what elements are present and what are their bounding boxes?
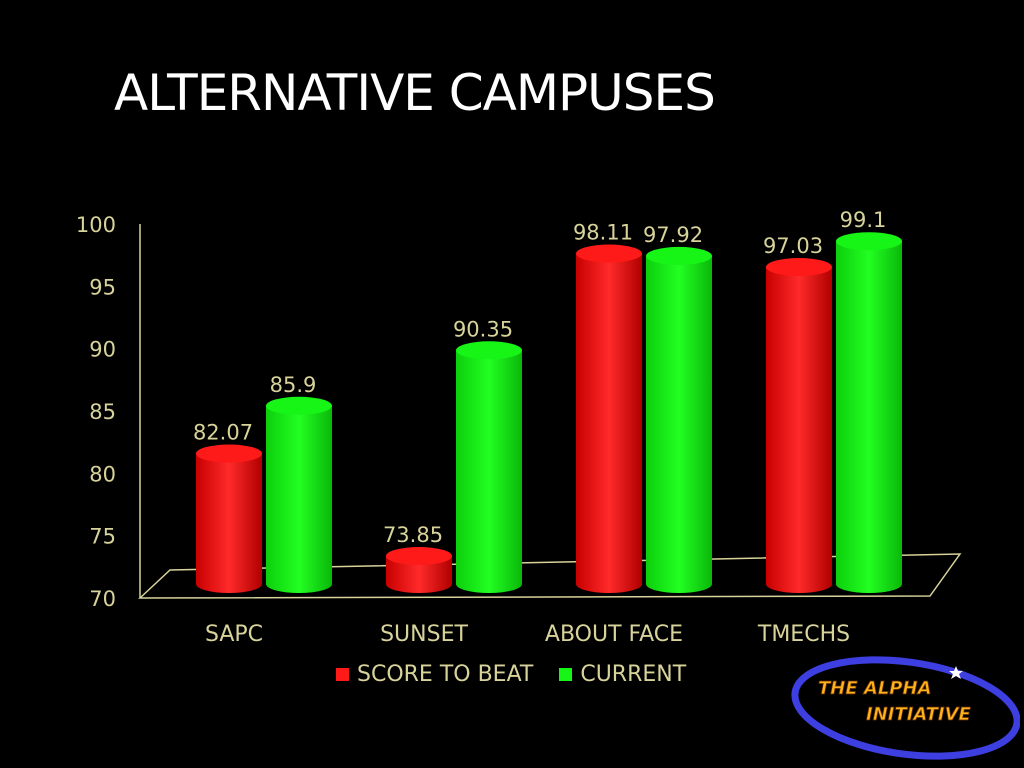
x-category-label: SUNSET bbox=[380, 622, 468, 647]
x-category-label: TMECHS bbox=[757, 622, 850, 647]
legend-label-current: CURRENT bbox=[580, 662, 687, 687]
chart-labels: 70 75 80 85 90 95 100 82.07 85.9 SAPC 73.85 90.35 SU… bbox=[76, 208, 886, 647]
data-label-current: 85.9 bbox=[270, 373, 317, 397]
chart-legend: SCORE TO BEAT CURRENT bbox=[336, 662, 712, 687]
bar-score-to-beat bbox=[766, 258, 832, 593]
bar-score-to-beat bbox=[576, 244, 642, 593]
bar-top bbox=[576, 244, 642, 263]
data-label-score-to-beat: 97.03 bbox=[763, 234, 823, 258]
data-label-current: 97.92 bbox=[643, 223, 703, 247]
legend-item-score-to-beat: SCORE TO BEAT bbox=[336, 662, 533, 687]
data-label-score-to-beat: 98.11 bbox=[573, 221, 633, 245]
bar-current bbox=[456, 341, 522, 593]
bar-body bbox=[576, 253, 642, 593]
bar-score-to-beat bbox=[196, 444, 262, 593]
logo-text-line2: INITIATIVE bbox=[866, 704, 972, 725]
logo-ring bbox=[791, 656, 1020, 760]
bar-top bbox=[196, 444, 262, 463]
alpha-initiative-logo: THE ALPHA INITIATIVE bbox=[791, 656, 1020, 760]
bar-body bbox=[456, 350, 522, 593]
bar-current bbox=[266, 396, 332, 593]
y-tick-label: 95 bbox=[89, 275, 116, 299]
legend-swatch-score-to-beat bbox=[336, 668, 349, 681]
bar-body bbox=[266, 405, 332, 593]
bar-top bbox=[836, 232, 902, 251]
y-tick-label: 100 bbox=[76, 213, 116, 237]
bar-top bbox=[766, 258, 832, 277]
legend-swatch-current bbox=[559, 668, 573, 681]
y-tick-label: 90 bbox=[89, 338, 116, 362]
y-tick-label: 75 bbox=[89, 525, 116, 549]
data-label-current: 99.1 bbox=[840, 208, 887, 232]
data-label-score-to-beat: 73.85 bbox=[383, 523, 443, 547]
logo-text-line1: THE ALPHA bbox=[818, 678, 932, 699]
legend-item-current: CURRENT bbox=[559, 662, 686, 687]
bar-body bbox=[836, 241, 902, 593]
bar-body bbox=[766, 267, 832, 593]
chart-bars bbox=[196, 232, 902, 593]
bar-score-to-beat bbox=[386, 547, 452, 593]
chart-axes bbox=[138, 224, 962, 599]
x-category-label: ABOUT FACE bbox=[545, 622, 683, 647]
y-tick-label: 80 bbox=[89, 462, 116, 486]
bar-body bbox=[386, 556, 452, 593]
bar-top bbox=[266, 396, 332, 415]
bar-top bbox=[456, 341, 522, 360]
legend-label-score-to-beat: SCORE TO BEAT bbox=[357, 662, 534, 687]
bar-current bbox=[646, 246, 712, 593]
data-label-current: 90.35 bbox=[453, 317, 513, 341]
data-label-score-to-beat: 82.07 bbox=[193, 421, 253, 445]
bar-current bbox=[836, 232, 902, 593]
y-tick-label: 85 bbox=[89, 400, 116, 424]
bar-top bbox=[386, 547, 452, 566]
floor-outline bbox=[138, 553, 962, 599]
bar-top bbox=[646, 246, 712, 265]
star-icon bbox=[949, 666, 963, 679]
x-category-label: SAPC bbox=[205, 622, 263, 647]
bar-body bbox=[196, 453, 262, 593]
slide-title: ALTERNATIVE CAMPUSES bbox=[114, 64, 716, 122]
bar-body bbox=[646, 255, 712, 593]
y-tick-label: 70 bbox=[89, 587, 116, 611]
